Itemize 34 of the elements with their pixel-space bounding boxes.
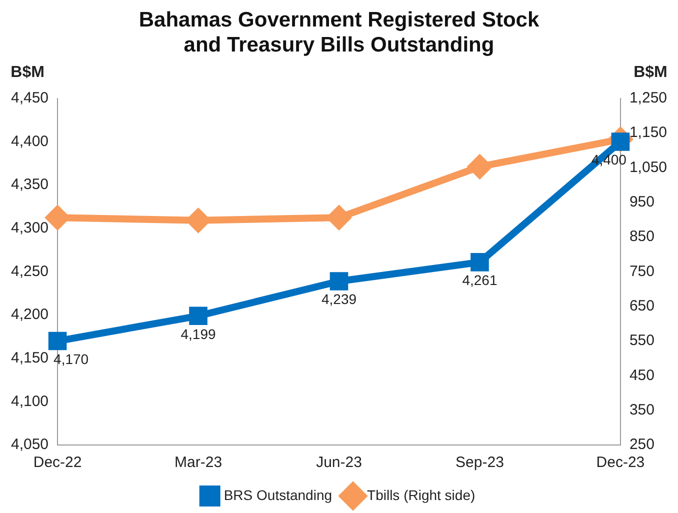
x-tick-label: Jun-23: [316, 454, 362, 472]
legend-label: BRS Outstanding: [224, 486, 332, 503]
y2-tick-label: 550: [629, 332, 654, 350]
legend-label: Tbills (Right side): [367, 486, 476, 503]
x-tick-label: Mar-23: [174, 454, 222, 472]
y-tick-label: 4,300: [10, 220, 49, 237]
data-label: 4,199: [180, 326, 216, 342]
x-tick-label: Dec-22: [33, 454, 82, 472]
y2-tick-label: 1,150: [629, 124, 668, 142]
data-label: 4,261: [462, 272, 498, 288]
y-tick-label: 4,050: [10, 436, 49, 454]
y2-tick-label: 850: [629, 228, 654, 246]
y-tick-label: 4,400: [10, 132, 49, 150]
y2-axis-title: B$M: [634, 64, 668, 81]
y2-tick-label: 750: [629, 262, 654, 280]
x-tick-label: Sep-23: [456, 454, 504, 472]
y2-tick-label: 450: [629, 366, 654, 384]
y-axis-title: B$M: [10, 64, 44, 81]
y2-tick-label: 950: [629, 194, 654, 211]
y2-tick-label: 650: [629, 298, 654, 314]
y2-tick-label: 1,250: [629, 90, 668, 107]
y2-tick-label: 250: [629, 436, 654, 454]
y-tick-label: 4,200: [10, 306, 49, 324]
data-label: 4,170: [54, 350, 89, 367]
y2-tick-label: 1,050: [629, 158, 668, 176]
y-tick-label: 4,100: [10, 392, 49, 410]
data-label: 4,239: [321, 291, 357, 308]
y2-tick-label: 350: [629, 401, 654, 418]
y-tick-label: 4,450: [10, 90, 49, 107]
chart-title: Bahamas Government Registered Stock and Treasury Bills Outstanding: [138, 8, 540, 57]
y-tick-label: 4,250: [10, 262, 49, 280]
x-tick-label: Dec-23: [596, 454, 645, 472]
y-tick-label: 4,350: [10, 176, 49, 194]
y-tick-label: 4,150: [10, 349, 49, 366]
